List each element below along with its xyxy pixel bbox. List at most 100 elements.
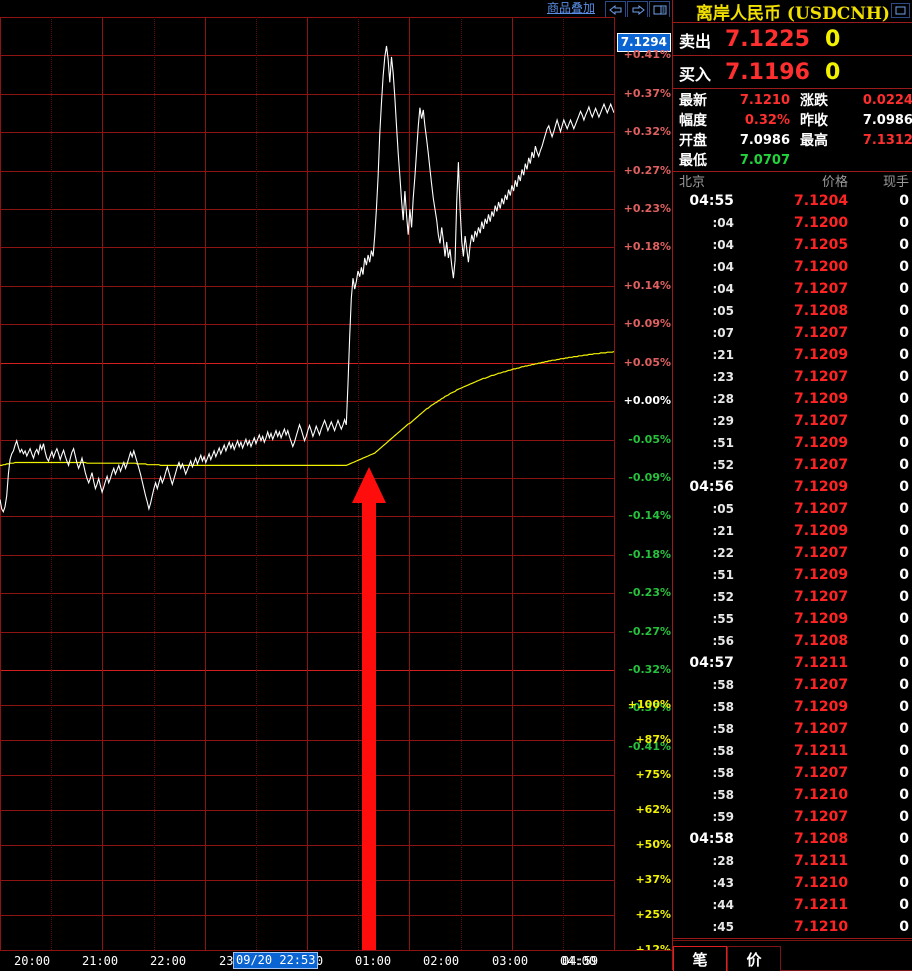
tick-price: 7.1211 (794, 853, 849, 869)
price-axis-tick: +0.18% (623, 240, 671, 253)
ask-row: 卖出 7.1225 0 (673, 22, 912, 56)
tick-row[interactable]: :05 7.1208 0 (673, 300, 912, 322)
tick-row[interactable]: :58 7.1207 0 (673, 674, 912, 696)
tick-row[interactable]: :28 7.1211 0 (673, 850, 912, 872)
tick-row[interactable]: :58 7.1211 0 (673, 740, 912, 762)
tick-row[interactable]: :58 7.1210 0 (673, 784, 912, 806)
tick-row[interactable]: :22 7.1207 0 (673, 542, 912, 564)
tick-row[interactable]: 04:57 7.1211 0 (673, 652, 912, 674)
volume-axis-tick: +87% (635, 733, 671, 746)
tick-row[interactable]: :28 7.1209 0 (673, 388, 912, 410)
volume-axis-tick: +62% (635, 803, 671, 816)
stat-label: 开盘 (679, 133, 707, 149)
tick-price: 7.1207 (794, 545, 849, 561)
time-axis-tick: 22:00 (150, 954, 187, 968)
price-gridline-v (102, 17, 103, 670)
tick-row[interactable]: :43 7.1210 0 (673, 872, 912, 894)
tick-time: :58 (712, 788, 734, 802)
tick-volume: 0 (899, 369, 909, 385)
volume-gridline-v (0, 670, 1, 950)
maximize-window-icon[interactable] (891, 3, 910, 18)
layout-panel-icon[interactable] (649, 1, 670, 18)
current-price-badge: 7.1294 (616, 33, 671, 52)
tick-row[interactable]: 04:58 7.1208 0 (673, 828, 912, 850)
tick-row[interactable]: :59 7.1207 0 (673, 806, 912, 828)
volume-gridline-v (154, 670, 156, 950)
tick-row[interactable]: :23 7.1207 0 (673, 366, 912, 388)
price-gridline-v (51, 17, 53, 670)
tick-row[interactable]: 04:55 7.1204 0 (673, 190, 912, 212)
price-axis-tick: -0.23% (628, 586, 671, 599)
tick-time: :58 (712, 722, 734, 736)
tick-row[interactable]: :04 7.1207 0 (673, 278, 912, 300)
tick-row[interactable]: :52 7.1207 0 (673, 586, 912, 608)
tick-row[interactable]: :56 7.1208 0 (673, 630, 912, 652)
tick-time: :51 (712, 568, 734, 582)
tick-time: :52 (712, 458, 734, 472)
tick-row[interactable]: :58 7.1207 0 (673, 762, 912, 784)
time-axis[interactable]: 20:0021:0022:0023:0000:0001:0002:0003:00… (0, 950, 672, 971)
tick-row[interactable]: :51 7.1209 0 (673, 432, 912, 454)
tick-volume: 0 (899, 699, 909, 715)
quote-tab-ticks[interactable]: 笔 (673, 946, 727, 971)
tick-row[interactable]: :58 7.1209 0 (673, 696, 912, 718)
tick-time: :28 (712, 854, 734, 868)
tick-time: :43 (712, 876, 734, 890)
tick-price: 7.1207 (794, 589, 849, 605)
tick-time: :56 (712, 634, 734, 648)
bid-label: 买入 (679, 64, 712, 84)
overlay-symbol-link[interactable]: 商品叠加 (546, 1, 595, 15)
tick-row[interactable]: :44 7.1211 0 (673, 894, 912, 916)
tick-time: 04:55 (689, 193, 734, 209)
tick-row[interactable]: :21 7.1209 0 (673, 520, 912, 542)
tick-time: :58 (712, 700, 734, 714)
tick-time: :51 (712, 436, 734, 450)
tick-time: :58 (712, 766, 734, 780)
tick-row[interactable]: :04 7.1200 0 (673, 212, 912, 234)
tick-row[interactable]: 04:56 7.1209 0 (673, 476, 912, 498)
tick-volume: 0 (899, 721, 909, 737)
tick-price: 7.1209 (794, 435, 849, 451)
quote-tab-prices[interactable]: 价 (727, 946, 781, 971)
quote-statistics: 最新 7.1210 涨跌 0.0224 幅度 0.32% 昨收 7.0986 开盘 7.0986 最… (673, 88, 912, 172)
price-series-svg (0, 45, 614, 514)
tick-row[interactable]: :07 7.1207 0 (673, 322, 912, 344)
volume-axis-tick: +37% (635, 873, 671, 886)
price-line (0, 45, 614, 514)
price-gridline-v (512, 17, 513, 670)
tick-row[interactable]: :51 7.1209 0 (673, 564, 912, 586)
tick-row[interactable]: :04 7.1205 0 (673, 234, 912, 256)
tick-volume: 0 (899, 875, 909, 891)
time-axis-tick: 02:00 (423, 954, 460, 968)
tick-volume: 0 (899, 413, 909, 429)
tab-filler (781, 946, 912, 971)
tick-time: :04 (712, 282, 734, 296)
next-arrow-icon[interactable] (627, 1, 648, 18)
prev-arrow-icon[interactable] (605, 1, 626, 18)
volume-gridline-v (512, 670, 513, 950)
tick-price: 7.1208 (794, 303, 849, 319)
tick-row[interactable]: :04 7.1200 0 (673, 256, 912, 278)
volume-pane (0, 670, 614, 950)
volume-axis-tick: +50% (635, 838, 671, 851)
stat-value: 7.0986 (739, 132, 790, 148)
tick-row[interactable]: :52 7.1207 0 (673, 454, 912, 476)
tick-row[interactable]: :45 7.1210 0 (673, 916, 912, 938)
tick-price: 7.1207 (794, 325, 849, 341)
tick-row[interactable]: :58 7.1207 0 (673, 718, 912, 740)
tick-row[interactable]: :29 7.1207 0 (673, 410, 912, 432)
ask-label: 卖出 (679, 31, 712, 51)
price-axis-tick: -0.14% (628, 509, 671, 522)
tick-time: :29 (712, 414, 734, 428)
plot-wrapper: 7.1294 +0.41% +0.37% +0.32% +0.27% +0.23% +0.… (0, 17, 673, 955)
volume-gridline-v (563, 670, 565, 950)
tick-volume: 0 (899, 435, 909, 451)
chart-plot-area[interactable] (0, 17, 614, 950)
tick-table[interactable]: 04:55 7.1204 0:04 7.1200 0:04 7.1205 0:04 7.120… (673, 190, 912, 938)
stat-label: 幅度 (679, 113, 707, 129)
tick-row[interactable]: :05 7.1207 0 (673, 498, 912, 520)
tick-volume: 0 (899, 391, 909, 407)
tick-volume: 0 (899, 567, 909, 583)
tick-row[interactable]: :55 7.1209 0 (673, 608, 912, 630)
tick-row[interactable]: :21 7.1209 0 (673, 344, 912, 366)
